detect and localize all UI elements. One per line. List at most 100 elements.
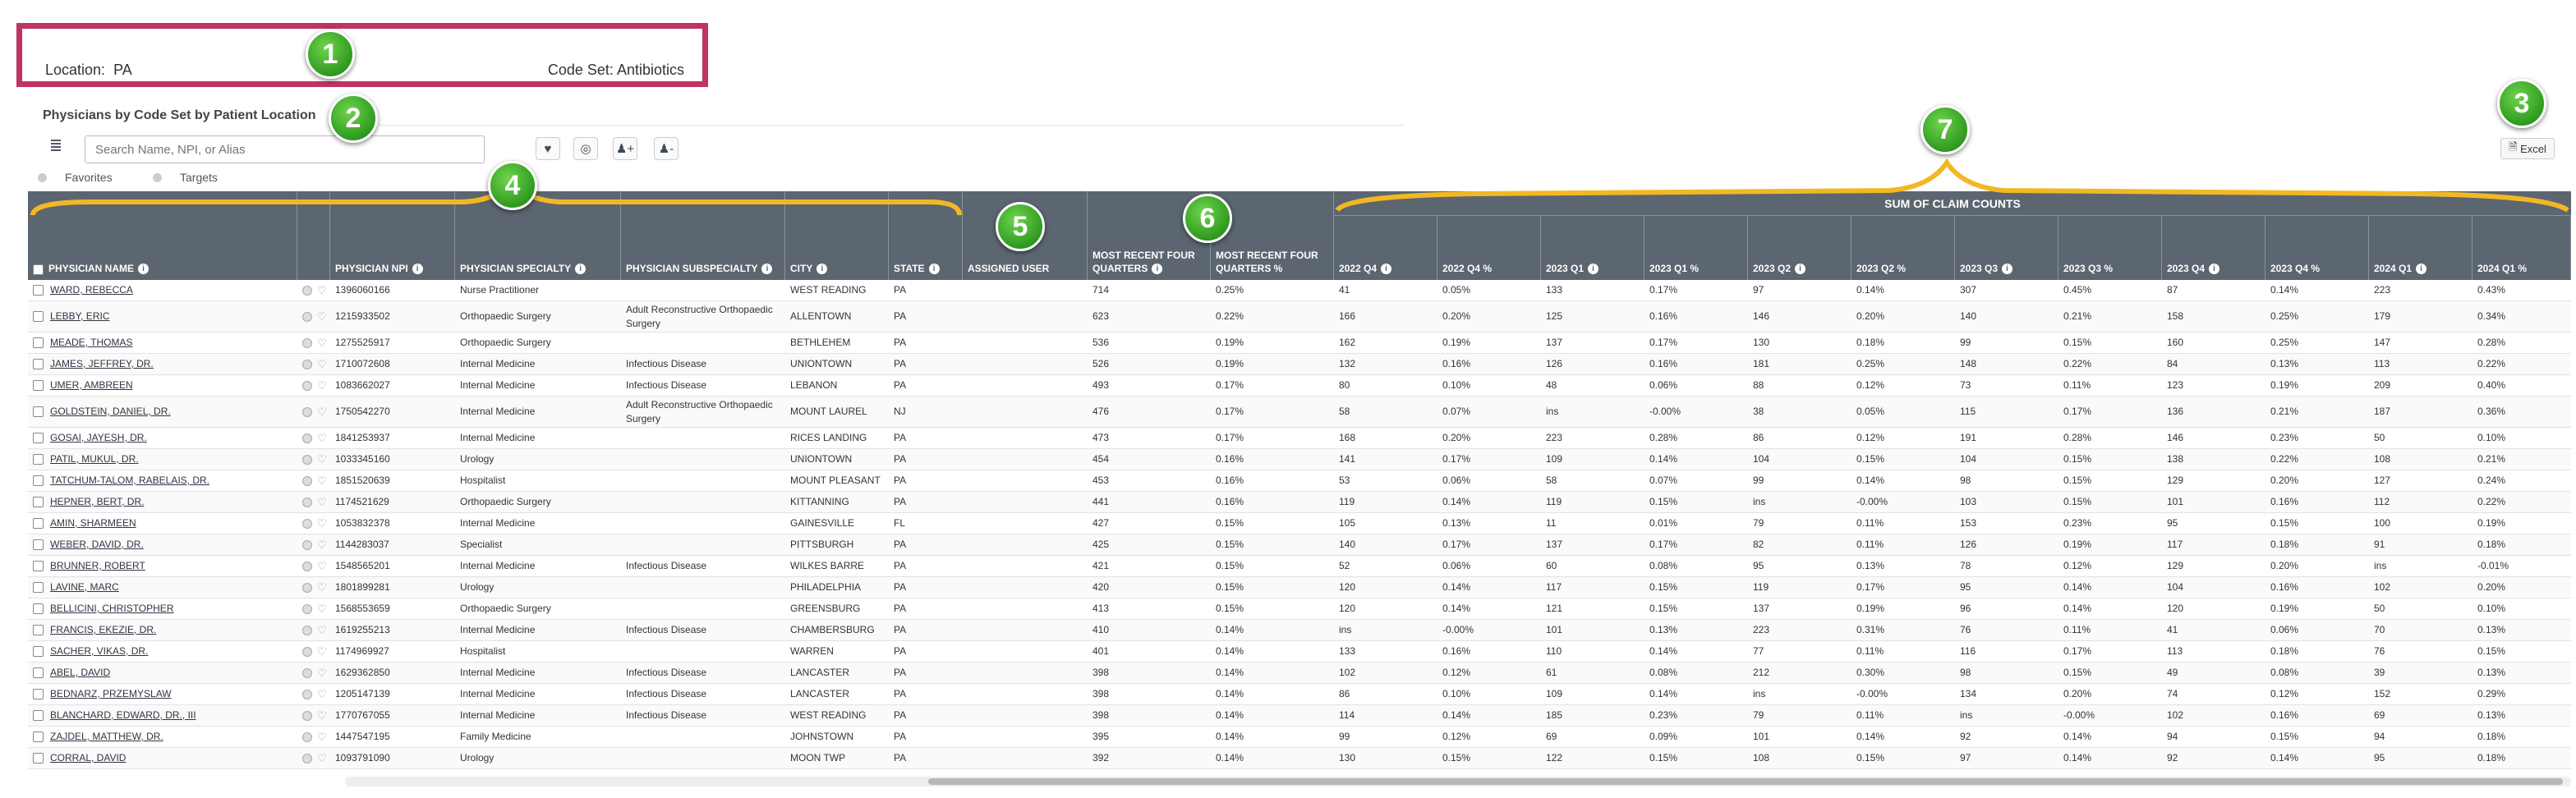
physician-name-link[interactable]: HEPNER, BERT, DR. (50, 496, 145, 507)
header-2023-q3[interactable]: 2023 Q3 i (1955, 216, 2058, 280)
column-menu-icon[interactable] (51, 140, 61, 151)
header-physician-npi[interactable]: PHYSICIAN NPI i (330, 191, 455, 280)
header-2022-q4[interactable]: 2022 Q4 i (1334, 216, 1438, 280)
row-checkbox[interactable] (33, 337, 44, 348)
header-most-recent-four-quarters-[interactable]: MOST RECENT FOUR QUARTERS % (1211, 191, 1334, 280)
horizontal-scrollbar[interactable] (345, 777, 2571, 787)
header-assigned-user[interactable]: ASSIGNED USER (963, 191, 1088, 280)
favorite-heart-icon[interactable]: ♡ (317, 406, 327, 418)
row-checkbox[interactable] (33, 646, 44, 657)
favorite-heart-icon[interactable]: ♡ (317, 517, 327, 530)
targets-toggle[interactable]: Targets (153, 171, 218, 184)
row-checkbox[interactable] (33, 667, 44, 678)
physician-name-link[interactable]: AMIN, SHARMEEN (50, 517, 136, 529)
header-city[interactable]: CITY i (785, 191, 889, 280)
header-2024-q1-[interactable]: 2024 Q1 % (2472, 216, 2571, 280)
physician-name-link[interactable]: JAMES, JEFFREY, DR. (50, 358, 154, 369)
favorite-heart-icon[interactable]: ♡ (317, 667, 327, 679)
table-row[interactable]: LAVINE, MARC ♡ 1801899281 Urology PHILADELPH… (28, 577, 2571, 598)
info-icon[interactable]: i (1795, 264, 1806, 275)
favorite-heart-icon[interactable]: ♡ (317, 581, 327, 594)
header-physician-subspecialty[interactable]: PHYSICIAN SUBSPECIALTY i (621, 191, 785, 280)
target-icon[interactable] (302, 710, 312, 721)
favorite-heart-icon[interactable]: ♡ (317, 453, 327, 466)
target-icon[interactable] (302, 311, 312, 322)
physician-name-link[interactable]: PATIL, MUKUL, DR. (50, 453, 139, 465)
info-icon[interactable]: i (816, 264, 828, 275)
table-row[interactable]: UMER, AMBREEN ♡ 1083662027 Internal Medicin… (28, 375, 2571, 397)
favorites-radio[interactable] (38, 172, 47, 182)
favorite-heart-icon[interactable]: ♡ (317, 688, 327, 700)
header-2022-q4-[interactable]: 2022 Q4 % (1438, 216, 1541, 280)
info-icon[interactable]: i (2209, 264, 2220, 275)
favorite-heart-icon[interactable]: ♡ (317, 752, 327, 764)
physician-name-link[interactable]: LEBBY, ERIC (50, 310, 110, 322)
target-icon[interactable] (302, 518, 312, 529)
favorite-heart-icon[interactable]: ♡ (317, 310, 327, 323)
header-2023-q1-[interactable]: 2023 Q1 % (1644, 216, 1748, 280)
table-row[interactable]: CORRAL, DAVID ♡ 1093791090 Urology MOON TWP P… (28, 748, 2571, 769)
row-checkbox[interactable] (33, 561, 44, 571)
target-icon[interactable] (302, 380, 312, 391)
row-checkbox[interactable] (33, 497, 44, 507)
scrollbar-thumb[interactable] (928, 778, 2563, 785)
table-row[interactable]: ZAJDEL, MATTHEW, DR. ♡ 1447547195 Family Me… (28, 727, 2571, 748)
row-checkbox[interactable] (33, 406, 44, 417)
target-icon[interactable] (302, 732, 312, 742)
table-row[interactable]: SACHER, VIKAS, DR. ♡ 1174969927 Hospitalist… (28, 641, 2571, 663)
table-row[interactable]: GOLDSTEIN, DANIEL, DR. ♡ 1750542270 Interna… (28, 397, 2571, 428)
excel-export-button[interactable]: 🗎 Excel (2500, 138, 2555, 159)
target-icon[interactable] (302, 454, 312, 465)
row-checkbox[interactable] (33, 689, 44, 699)
table-row[interactable]: AMIN, SHARMEEN ♡ 1053832378 Internal Medici… (28, 513, 2571, 534)
row-checkbox[interactable] (33, 311, 44, 322)
row-checkbox[interactable] (33, 710, 44, 721)
physician-name-link[interactable]: LAVINE, MARC (50, 581, 119, 593)
physician-name-link[interactable]: BLANCHARD, EDWARD, DR., III (50, 709, 196, 721)
favorites-toggle[interactable]: Favorites (38, 171, 113, 184)
physician-name-link[interactable]: GOSAI, JAYESH, DR. (50, 432, 147, 443)
physician-name-link[interactable]: ABEL, DAVID (50, 667, 111, 678)
target-icon[interactable] (302, 582, 312, 593)
favorite-heart-icon[interactable]: ♡ (317, 475, 327, 487)
header-2023-q3-[interactable]: 2023 Q3 % (2058, 216, 2162, 280)
physician-name-link[interactable]: CORRAL, DAVID (50, 752, 126, 764)
physician-name-link[interactable]: ZAJDEL, MATTHEW, DR. (50, 731, 163, 742)
target-icon[interactable] (302, 561, 312, 571)
info-icon[interactable]: i (412, 264, 423, 275)
target-icon[interactable] (302, 753, 312, 764)
target-icon[interactable] (302, 359, 312, 369)
favorite-heart-icon[interactable]: ♡ (317, 337, 327, 349)
target-icon[interactable] (302, 646, 312, 657)
table-row[interactable]: FRANCIS, EKEZIE, DR. ♡ 1619255213 Internal … (28, 620, 2571, 641)
table-row[interactable]: WARD, REBECCA ♡ 1396060166 Nurse Practition… (28, 280, 2571, 301)
info-icon[interactable]: i (138, 264, 150, 275)
physician-name-link[interactable]: GOLDSTEIN, DANIEL, DR. (50, 406, 171, 417)
search-input[interactable] (85, 135, 485, 163)
favorite-heart-icon[interactable]: ♡ (317, 731, 327, 743)
table-row[interactable]: ABEL, DAVID ♡ 1629362850 Internal Medicine I… (28, 663, 2571, 684)
select-all-checkbox[interactable] (33, 264, 44, 275)
info-icon[interactable]: i (2416, 264, 2427, 275)
physician-name-link[interactable]: BELLICINI, CHRISTOPHER (50, 603, 174, 614)
target-icon[interactable] (302, 667, 312, 678)
favorite-heart-icon[interactable]: ♡ (317, 358, 327, 370)
table-row[interactable]: LEBBY, ERIC ♡ 1215933502 Orthopaedic Surger… (28, 301, 2571, 332)
header-2023-q2-[interactable]: 2023 Q2 % (1852, 216, 1955, 280)
row-checkbox[interactable] (33, 603, 44, 614)
row-checkbox[interactable] (33, 539, 44, 550)
header-state[interactable]: STATE i (889, 191, 963, 280)
header-actions[interactable] (297, 191, 330, 280)
target-icon[interactable] (302, 475, 312, 486)
favorite-heart-icon[interactable]: ♡ (317, 379, 327, 392)
info-icon[interactable]: i (2002, 264, 2013, 275)
header-2023-q1[interactable]: 2023 Q1 i (1541, 216, 1644, 280)
target-icon[interactable] (302, 603, 312, 614)
favorite-heart-icon[interactable]: ♡ (317, 539, 327, 551)
target-filter-icon[interactable]: ◎ (573, 137, 598, 160)
info-icon[interactable]: i (1381, 264, 1392, 275)
row-checkbox[interactable] (33, 518, 44, 529)
table-row[interactable]: PATIL, MUKUL, DR. ♡ 1033345160 Urology UNION… (28, 449, 2571, 470)
target-icon[interactable] (302, 285, 312, 296)
favorite-heart-icon[interactable]: ♡ (317, 709, 327, 722)
